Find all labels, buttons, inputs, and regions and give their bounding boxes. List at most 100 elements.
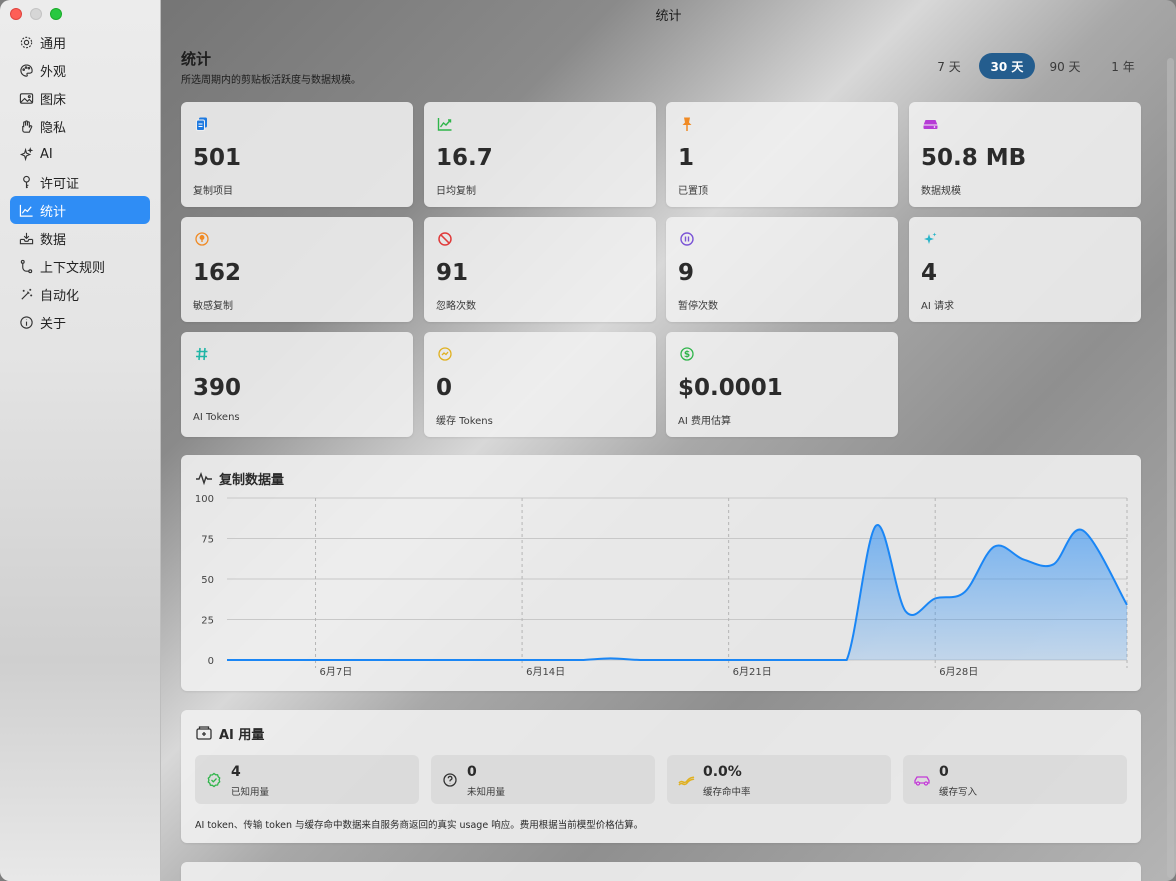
stat-card-ai-requests: 4 AI 请求 [909,217,1141,322]
period-option-7d[interactable]: 7 天 [937,59,961,74]
x-tick-label: 6月14日 [526,666,565,678]
sidebar-item-image-host[interactable]: 图床 [10,84,150,112]
stat-value: $0.0001 [678,375,783,401]
chart-icon [18,202,34,218]
sidebar-item-label: 数据 [40,232,67,248]
check-seal-icon [205,771,223,789]
ai-metric-cache-writes: 0 缓存写入 [903,755,1127,804]
y-tick-label: 75 [201,535,214,546]
x-tick-label: 6月21日 [733,666,772,678]
sidebar-item-appearance[interactable]: 外观 [10,56,150,84]
window-title: 统计 [655,8,682,24]
main-content: 统计 所选周期内的剪贴板活跃度与数据规模。 7 天 30 天 90 天 1 年 … [161,28,1176,881]
close-window-button[interactable] [10,8,22,20]
copy-volume-line [227,524,1128,661]
waveform-icon [195,469,213,487]
stat-label: 已置顶 [678,186,708,197]
minimize-window-button[interactable] [30,8,42,20]
sidebar-item-general[interactable]: 通用 [10,28,150,56]
sidebar-item-label: 统计 [40,204,67,220]
trend-up-icon [436,115,454,133]
sparkles-icon [921,230,939,248]
stat-label: 缓存 Tokens [436,416,493,427]
stat-card-ignored: 91 忽略次数 [424,217,656,322]
storage-icon [921,115,939,133]
y-tick-label: 25 [201,616,214,627]
stat-card-data-size: 50.8 MB 数据规模 [909,102,1141,207]
sidebar-item-label: 许可证 [40,176,80,192]
stat-card-paused: 9 暂停次数 [666,217,898,322]
stat-card-cache-tokens: 0 缓存 Tokens [424,332,656,437]
ai-metric-cache-hit-rate: 0.0% 缓存命中率 [667,755,891,804]
copy-volume-area [227,524,1127,660]
x-tick-label: 6月28日 [939,666,978,678]
gear-icon [18,34,34,50]
ai-metric-unknown-usage: 0 未知用量 [431,755,655,804]
period-option-90d[interactable]: 90 天 [1049,59,1081,74]
stat-card-daily-average: 16.7 日均复制 [424,102,656,207]
stat-label: AI 请求 [921,301,954,312]
y-tick-label: 100 [195,494,214,505]
period-option-30d[interactable]: 30 天 [979,53,1035,79]
ai-token-trend-panel [181,862,1141,881]
sidebar-item-context-rules[interactable]: 上下文规则 [10,252,150,280]
period-selector: 7 天 30 天 90 天 1 年 [921,53,1151,79]
stat-label: AI 费用估算 [678,416,731,427]
metric-label: 未知用量 [467,787,506,798]
sidebar-nav: 通用 外观 图床 隐私 AI 许可证 [10,28,150,336]
metric-value: 0 [939,764,949,780]
sidebar-item-label: 关于 [40,316,67,332]
page-title: 统计 [181,50,212,68]
ai-metric-known-usage: 4 已知用量 [195,755,419,804]
sidebar-item-data[interactable]: 数据 [10,224,150,252]
info-icon [18,314,34,330]
metric-value: 0.0% [703,764,742,780]
car-icon [913,771,931,789]
tray-icon [18,230,34,246]
zoom-window-button[interactable] [50,8,62,20]
sidebar-item-label: AI [40,146,53,162]
sidebar-item-license[interactable]: 许可证 [10,168,150,196]
hand-icon [18,118,34,134]
period-option-1y[interactable]: 1 年 [1111,59,1135,74]
y-tick-label: 0 [208,656,214,667]
ai-usage-note: AI token、传输 token 与缓存命中数据来自服务商返回的真实 usag… [195,820,644,831]
stat-value: 0 [436,375,453,401]
question-circle-icon [441,771,459,789]
lock-circle-icon [193,230,211,248]
metric-label: 缓存写入 [939,787,978,798]
cache-icon [436,345,454,363]
stat-card-pinned: 1 已置顶 [666,102,898,207]
stat-value: 390 [193,375,242,401]
stat-value: 16.7 [436,145,493,171]
sidebar-item-automation[interactable]: 自动化 [10,280,150,308]
sidebar-item-about[interactable]: 关于 [10,308,150,336]
sidebar-item-label: 图床 [40,92,67,108]
sidebar-item-stats[interactable]: 统计 [10,196,150,224]
ai-usage-panel: AI 用量 4 已知用量 0 未知用量 0.0% 缓存命中率 0 缓存写入 [181,710,1141,843]
sidebar-item-label: 外观 [40,64,67,80]
ai-usage-icon [195,724,213,742]
chart-title: 复制数据量 [219,473,285,488]
stat-card-ai-cost: $ $0.0001 AI 费用估算 [666,332,898,437]
stat-value: 4 [921,260,938,286]
svg-text:$: $ [684,350,690,360]
sidebar-item-label: 自动化 [40,288,80,304]
stat-label: 数据规模 [921,186,961,197]
key-icon [18,174,34,190]
sidebar-item-label: 通用 [40,36,67,52]
scrollbar[interactable] [1167,58,1174,878]
stat-value: 501 [193,145,242,171]
stat-label: 忽略次数 [436,301,476,312]
copy-volume-chart: 0 25 50 75 100 6月7日 6月14日 6月21日 6月28日 [195,494,1128,678]
ai-usage-title: AI 用量 [219,728,265,743]
stat-label: 复制项目 [193,186,233,197]
sidebar-item-privacy[interactable]: 隐私 [10,112,150,140]
pin-icon [678,115,696,133]
stat-card-sensitive: 162 敏感复制 [181,217,413,322]
bolt-wave-icon [677,771,695,789]
sidebar-item-ai[interactable]: AI [10,140,150,168]
page-subtitle: 所选周期内的剪贴板活跃度与数据规模。 [181,75,361,86]
doc-copy-icon [193,115,211,133]
